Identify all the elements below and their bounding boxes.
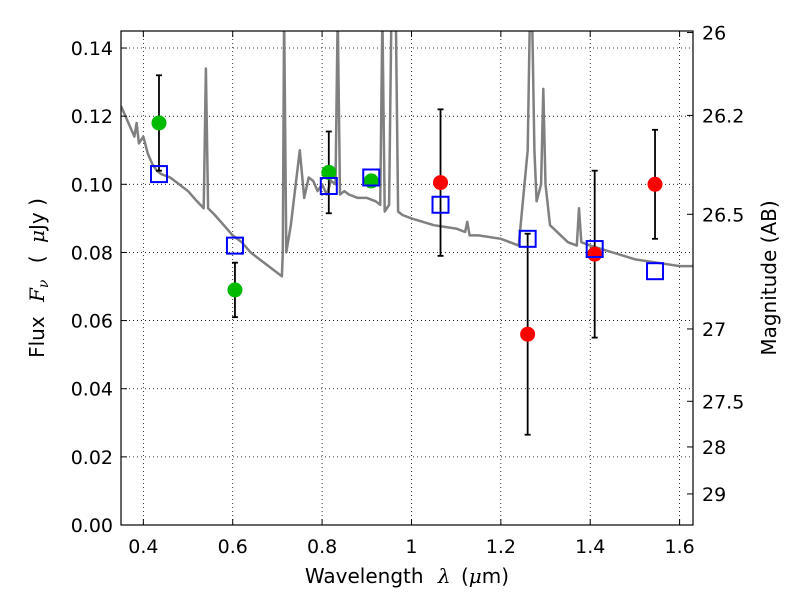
- y-tick-label: 0.12: [71, 106, 113, 128]
- y-axis-label: Flux Fν ( μJy ): [25, 198, 53, 358]
- right-tick-label: 29: [702, 484, 726, 506]
- x-tick-label: 0.6: [218, 536, 248, 558]
- model-photometry-square: [585, 240, 604, 259]
- model-photometry-square: [362, 168, 381, 187]
- photometry-point: [227, 282, 243, 298]
- right-tick-label: 26.2: [702, 105, 744, 127]
- x-tick-label: 1.2: [486, 536, 516, 558]
- model-photometry-square: [149, 165, 168, 184]
- model-photometry-square: [518, 229, 537, 248]
- y-axis-ticks: 0.00 0.02 0.04 0.06 0.08 0.10 0.12 0.14: [71, 38, 127, 537]
- y-tick-label: 0.10: [71, 174, 113, 196]
- right-axis-ticks: 26 26.2 26.5 27 27.5 28 29: [687, 23, 744, 506]
- photometry-point: [151, 115, 167, 131]
- model-photometry-square: [431, 195, 450, 214]
- data-markers: [149, 74, 665, 436]
- photometry-point: [321, 164, 337, 180]
- y-tick-label: 0.08: [71, 242, 113, 264]
- y-tick-label: 0.04: [71, 379, 113, 401]
- right-tick-label: 28: [702, 437, 726, 459]
- x-tick-label: 1: [405, 536, 417, 558]
- y-tick-label: 0.14: [71, 38, 113, 60]
- model-spectrum-line: [121, 31, 693, 278]
- model-photometry-square: [646, 262, 665, 281]
- y-tick-label: 0.06: [71, 311, 113, 333]
- photometry-point: [433, 175, 449, 191]
- plot-frame: [120, 30, 694, 526]
- y-tick-label: 0.00: [71, 515, 113, 537]
- right-tick-label: 27.5: [702, 391, 744, 413]
- x-axis-label: Wavelength λ (μm): [305, 564, 509, 588]
- x-tick-label: 0.4: [128, 536, 158, 558]
- x-tick-label: 0.8: [307, 536, 337, 558]
- right-tick-label: 27: [702, 319, 726, 341]
- y-tick-label: 0.02: [71, 447, 113, 469]
- model-photometry-square: [225, 236, 244, 255]
- x-tick-label: 1.4: [575, 536, 605, 558]
- photometry-point: [520, 326, 536, 342]
- right-tick-label: 26: [702, 23, 726, 45]
- right-tick-label: 26.5: [702, 204, 744, 226]
- model-photometry-square: [319, 177, 338, 196]
- plot-area: [121, 31, 693, 436]
- x-axis-ticks: 0.4 0.6 0.8 1 1.2 1.4 1.6: [128, 31, 695, 558]
- right-axis-label: Magnitude (AB): [757, 200, 781, 355]
- x-tick-label: 1.6: [664, 536, 694, 558]
- photometry-point: [587, 246, 603, 262]
- photometry-point: [647, 176, 663, 192]
